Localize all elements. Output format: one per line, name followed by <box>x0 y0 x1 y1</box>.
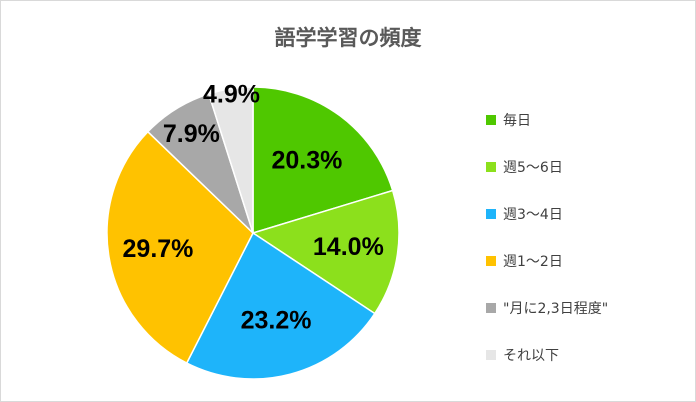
legend-label-daily: 毎日 <box>503 113 531 129</box>
legend-item-3-4-days: 週3～4日 <box>486 204 563 224</box>
data-label-daily: 20.3% <box>271 146 342 174</box>
pie-slice-1-2-days <box>106 130 254 365</box>
data-label-5-6-days: 14.0% <box>313 233 384 261</box>
legend-label-less: それ以下 <box>503 348 559 364</box>
data-label-1-2-days: 29.7% <box>123 235 194 263</box>
legend-swatch-1-2-days <box>486 256 496 266</box>
legend-swatch-5-6-days <box>486 162 496 172</box>
pie-slice-less <box>207 86 254 234</box>
legend-swatch-daily <box>486 115 496 125</box>
legend-swatch-monthly <box>486 303 496 313</box>
legend-label-5-6-days: 週5～6日 <box>503 160 563 176</box>
legend-item-monthly: "月に2,3日程度" <box>486 298 608 318</box>
chart-title: 語学学習の頻度 <box>274 26 422 50</box>
legend-item-5-6-days: 週5～6日 <box>486 157 563 177</box>
legend-swatch-less <box>486 350 496 360</box>
pie-slice-5-6-days <box>251 189 400 315</box>
legend-item-1-2-days: 週1～2日 <box>486 251 563 271</box>
legend-item-daily: 毎日 <box>486 110 531 130</box>
data-label-monthly: 7.9% <box>163 120 220 148</box>
data-label-less: 4.9% <box>203 80 260 108</box>
pie-slice-daily <box>252 86 394 235</box>
legend-label-1-2-days: 週1～2日 <box>503 254 563 270</box>
pie-slice-3-4-days <box>185 231 376 380</box>
legend-label-monthly: "月に2,3日程度" <box>503 301 609 317</box>
pie-slices <box>106 86 400 380</box>
data-label-3-4-days: 23.2% <box>241 307 312 335</box>
pie-data-labels: 20.3% 14.0% 23.2% 29.7% 7.9% 4.9% <box>123 80 384 334</box>
legend-item-less: それ以下 <box>486 345 559 365</box>
legend-swatch-3-4-days <box>486 209 496 219</box>
legend-label-3-4-days: 週3～4日 <box>503 207 563 223</box>
